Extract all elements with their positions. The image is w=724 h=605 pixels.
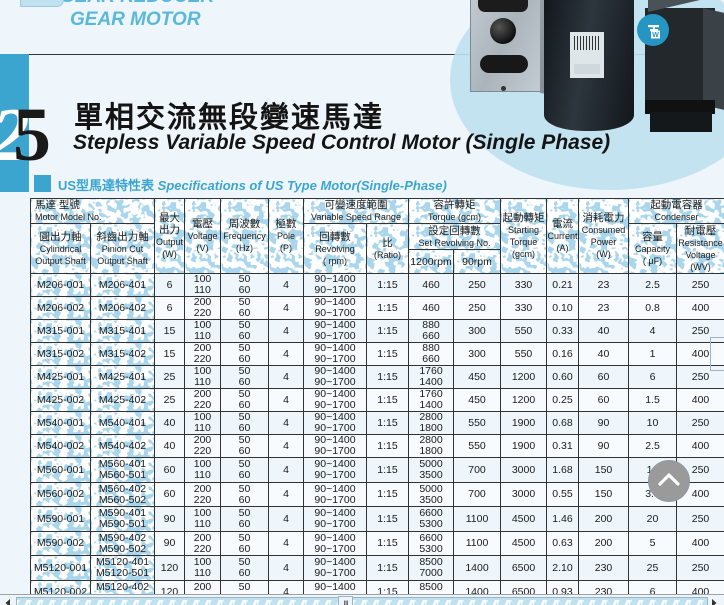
svg-text:W: W <box>652 32 659 39</box>
